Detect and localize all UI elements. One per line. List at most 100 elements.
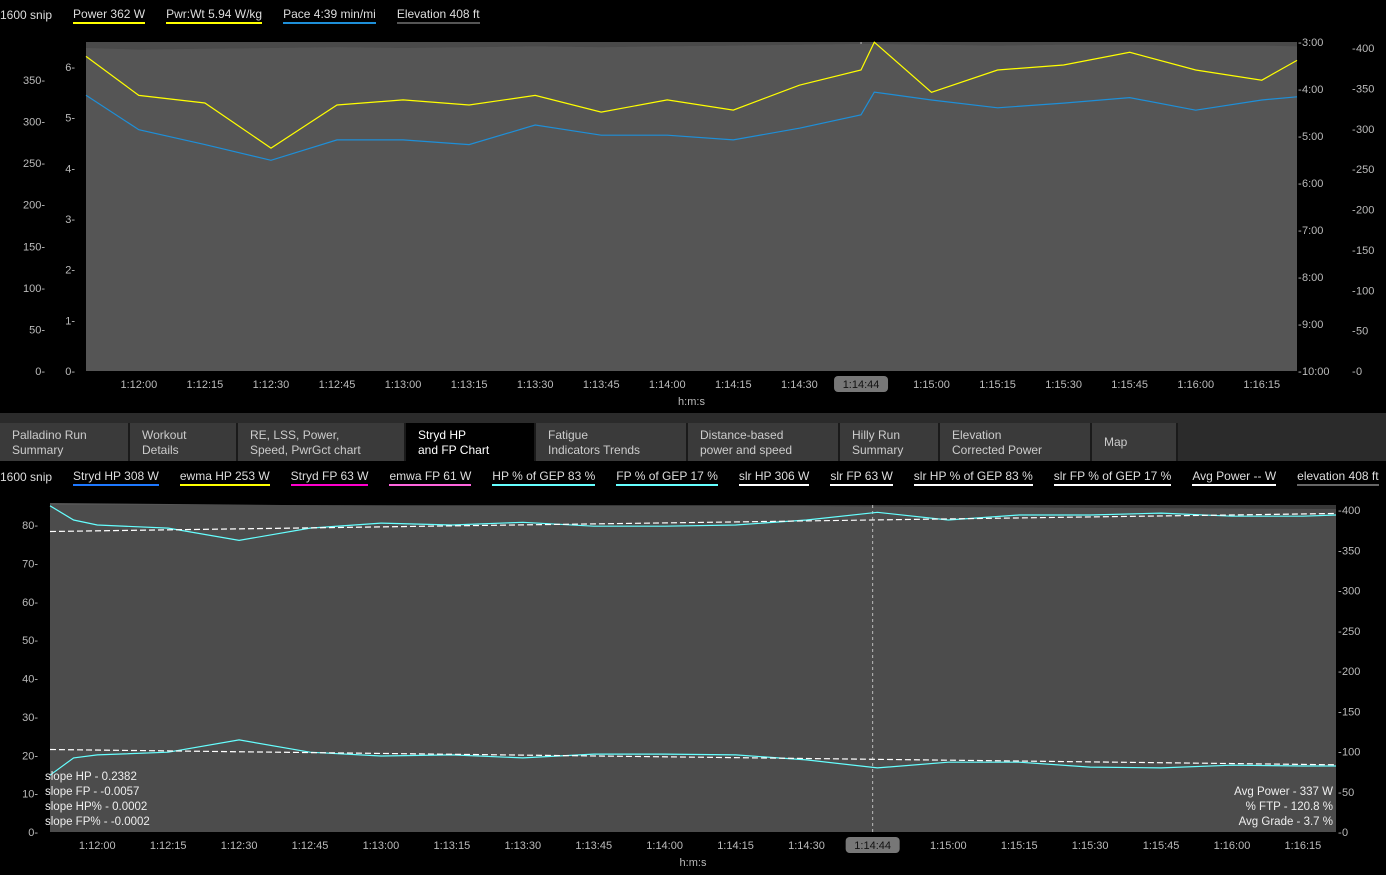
- legend-item[interactable]: slr HP % of GEP 83 %: [913, 469, 1033, 486]
- x-tick-label: 1:15:45: [1111, 379, 1148, 391]
- x-tick-label: 1:13:15: [451, 379, 488, 391]
- axis-tick-label: 60-: [22, 597, 38, 609]
- axis-tick-mark: -: [1298, 272, 1302, 284]
- legend-item[interactable]: ewma HP 253 W: [179, 469, 270, 486]
- series-line-fp-of-gep: [49, 739, 1336, 776]
- x-tick-label: 1:12:00: [79, 840, 116, 852]
- tab-label: Corrected Power: [952, 443, 1043, 457]
- axis-tick-label: 50: [1356, 326, 1368, 338]
- axis-tick-label: 0: [1342, 827, 1348, 839]
- splitter-handle[interactable]: [0, 413, 1386, 423]
- axis-tick-mark: -: [1338, 827, 1342, 839]
- axis-tick-label: 100-: [23, 283, 45, 295]
- axis-tick-label: 1-: [65, 315, 75, 327]
- axis-tick-label: 3:00: [1302, 37, 1323, 49]
- tab[interactable]: Hilly Run Summary: [840, 423, 940, 461]
- tab[interactable]: Elevation Corrected Power: [940, 423, 1092, 461]
- legend-item[interactable]: Stryd HP 308 W: [73, 469, 159, 486]
- x-tick-label: 1:12:00: [120, 379, 157, 391]
- tab-label: RE, LSS, Power,: [250, 428, 340, 442]
- tab-label: power and speed: [700, 443, 793, 457]
- legend-item[interactable]: FP % of GEP 17 %: [616, 469, 718, 486]
- axis-tick-mark: -: [1338, 787, 1342, 799]
- tab[interactable]: Palladino Run Summary: [0, 423, 130, 461]
- axis-tick-label: 9:00: [1302, 319, 1323, 331]
- axis-tick-label: 5-: [65, 113, 75, 125]
- stat-line: Avg Grade - 3.7 %: [1238, 816, 1333, 828]
- axis-tick-label: 400: [1356, 43, 1374, 55]
- legend-item[interactable]: Stryd FP 63 W: [290, 469, 369, 486]
- legend-item[interactable]: Pwr:Wt 5.94 W/kg: [166, 7, 263, 24]
- axis-tick-mark: -: [1338, 747, 1342, 759]
- snip-label: 1600 snip: [0, 469, 53, 484]
- axis-tick-mark: -: [1352, 326, 1356, 338]
- plot-area: [50, 505, 1336, 832]
- tab[interactable]: Distance-based power and speed: [688, 423, 840, 461]
- axis-tick-label: 200: [1356, 205, 1374, 217]
- legend-item[interactable]: Pace 4:39 min/mi: [283, 7, 376, 24]
- axis-tick-mark: -: [1352, 285, 1356, 297]
- legend-item[interactable]: slr HP 306 W: [738, 469, 810, 486]
- top-chart[interactable]: 0-50-100-150-200-250-300-350-0-1-2-3-4-5…: [0, 0, 1386, 413]
- elevation-area: [86, 44, 1297, 371]
- axis-tick-label: 250: [1356, 164, 1374, 176]
- axis-tick-label: 150-: [23, 241, 45, 253]
- axis-tick-mark: -: [1338, 545, 1342, 557]
- axis-tick-label: 7:00: [1302, 225, 1323, 237]
- axis-tick-mark: -: [1298, 178, 1302, 190]
- axis-tick-label: 3-: [65, 214, 75, 226]
- x-tick-label: 1:12:30: [221, 840, 258, 852]
- x-tick-label: 1:13:15: [434, 840, 471, 852]
- tab[interactable]: Stryd HP and FP Chart: [406, 423, 536, 461]
- x-tick-label: 1:15:30: [1072, 840, 1109, 852]
- stat-line: slope HP - 0.2382: [45, 771, 137, 783]
- tab[interactable]: Map: [1092, 423, 1178, 461]
- axis-tick-label: 0: [1356, 366, 1362, 378]
- legend-item[interactable]: elevation 408 ft: [1297, 469, 1379, 486]
- cursor-time-label: 1:14:44: [843, 379, 880, 391]
- tab-label: Distance-based: [700, 428, 784, 442]
- legend-item[interactable]: Elevation 408 ft: [396, 7, 480, 24]
- axis-tick-label: 2-: [65, 265, 75, 277]
- legend-item[interactable]: Avg Power -- W: [1192, 469, 1277, 486]
- axis-tick-mark: -: [1298, 319, 1302, 331]
- axis-tick-label: 300-: [23, 117, 45, 129]
- x-tick-label: 1:13:30: [517, 379, 554, 391]
- axis-tick-label: 20-: [22, 750, 38, 762]
- top-legend: 1600 snip Power 362 W Pwr:Wt 5.94 W/kg Pace…: [0, 4, 501, 26]
- x-tick-label: 1:15:15: [1001, 840, 1038, 852]
- stat-line: slope FP% - -0.0002: [45, 816, 150, 828]
- legend-item[interactable]: slr FP 63 W: [830, 469, 893, 486]
- x-tick-label: 1:15:00: [913, 379, 950, 391]
- tab-label: Details: [142, 443, 179, 457]
- axis-tick-label: 150: [1356, 245, 1374, 257]
- axis-tick-mark: -: [1298, 225, 1302, 237]
- tab-label: Workout: [142, 428, 187, 442]
- legend-item[interactable]: emwa FP 61 W: [389, 469, 472, 486]
- axis-tick-label: 30-: [22, 712, 38, 724]
- cursor-time-badge: [845, 837, 900, 853]
- legend-item[interactable]: Power 362 W: [73, 7, 146, 24]
- x-tick-label: 1:14:15: [717, 840, 754, 852]
- axis-tick-label: 5:00: [1302, 131, 1323, 143]
- axis-tick-mark: -: [1352, 164, 1356, 176]
- tab-label: Summary: [852, 443, 904, 457]
- tab-label: Fatigue: [548, 428, 589, 442]
- x-axis-label: h:m:s: [680, 857, 707, 869]
- axis-tick-mark: -: [1352, 366, 1356, 378]
- tab[interactable]: Workout Details: [130, 423, 238, 461]
- x-tick-label: 1:15:15: [979, 379, 1016, 391]
- tab[interactable]: RE, LSS, Power, Speed, PwrGct chart: [238, 423, 406, 461]
- x-tick-label: 1:12:15: [187, 379, 224, 391]
- x-tick-label: 1:14:00: [646, 840, 683, 852]
- tab-label: Elevation: [952, 428, 1002, 442]
- x-tick-label: 1:15:30: [1045, 379, 1082, 391]
- axis-tick-mark: -: [1338, 706, 1342, 718]
- legend-item[interactable]: HP % of GEP 83 %: [492, 469, 596, 486]
- legend-item[interactable]: slr FP % of GEP 17 %: [1053, 469, 1172, 486]
- cursor-time-label: 1:14:44: [854, 840, 891, 852]
- axis-tick-label: 350-: [23, 75, 45, 87]
- x-tick-label: 1:13:45: [583, 379, 620, 391]
- tab[interactable]: Fatigue Indicators Trends: [536, 423, 688, 461]
- x-tick-label: 1:14:30: [788, 840, 825, 852]
